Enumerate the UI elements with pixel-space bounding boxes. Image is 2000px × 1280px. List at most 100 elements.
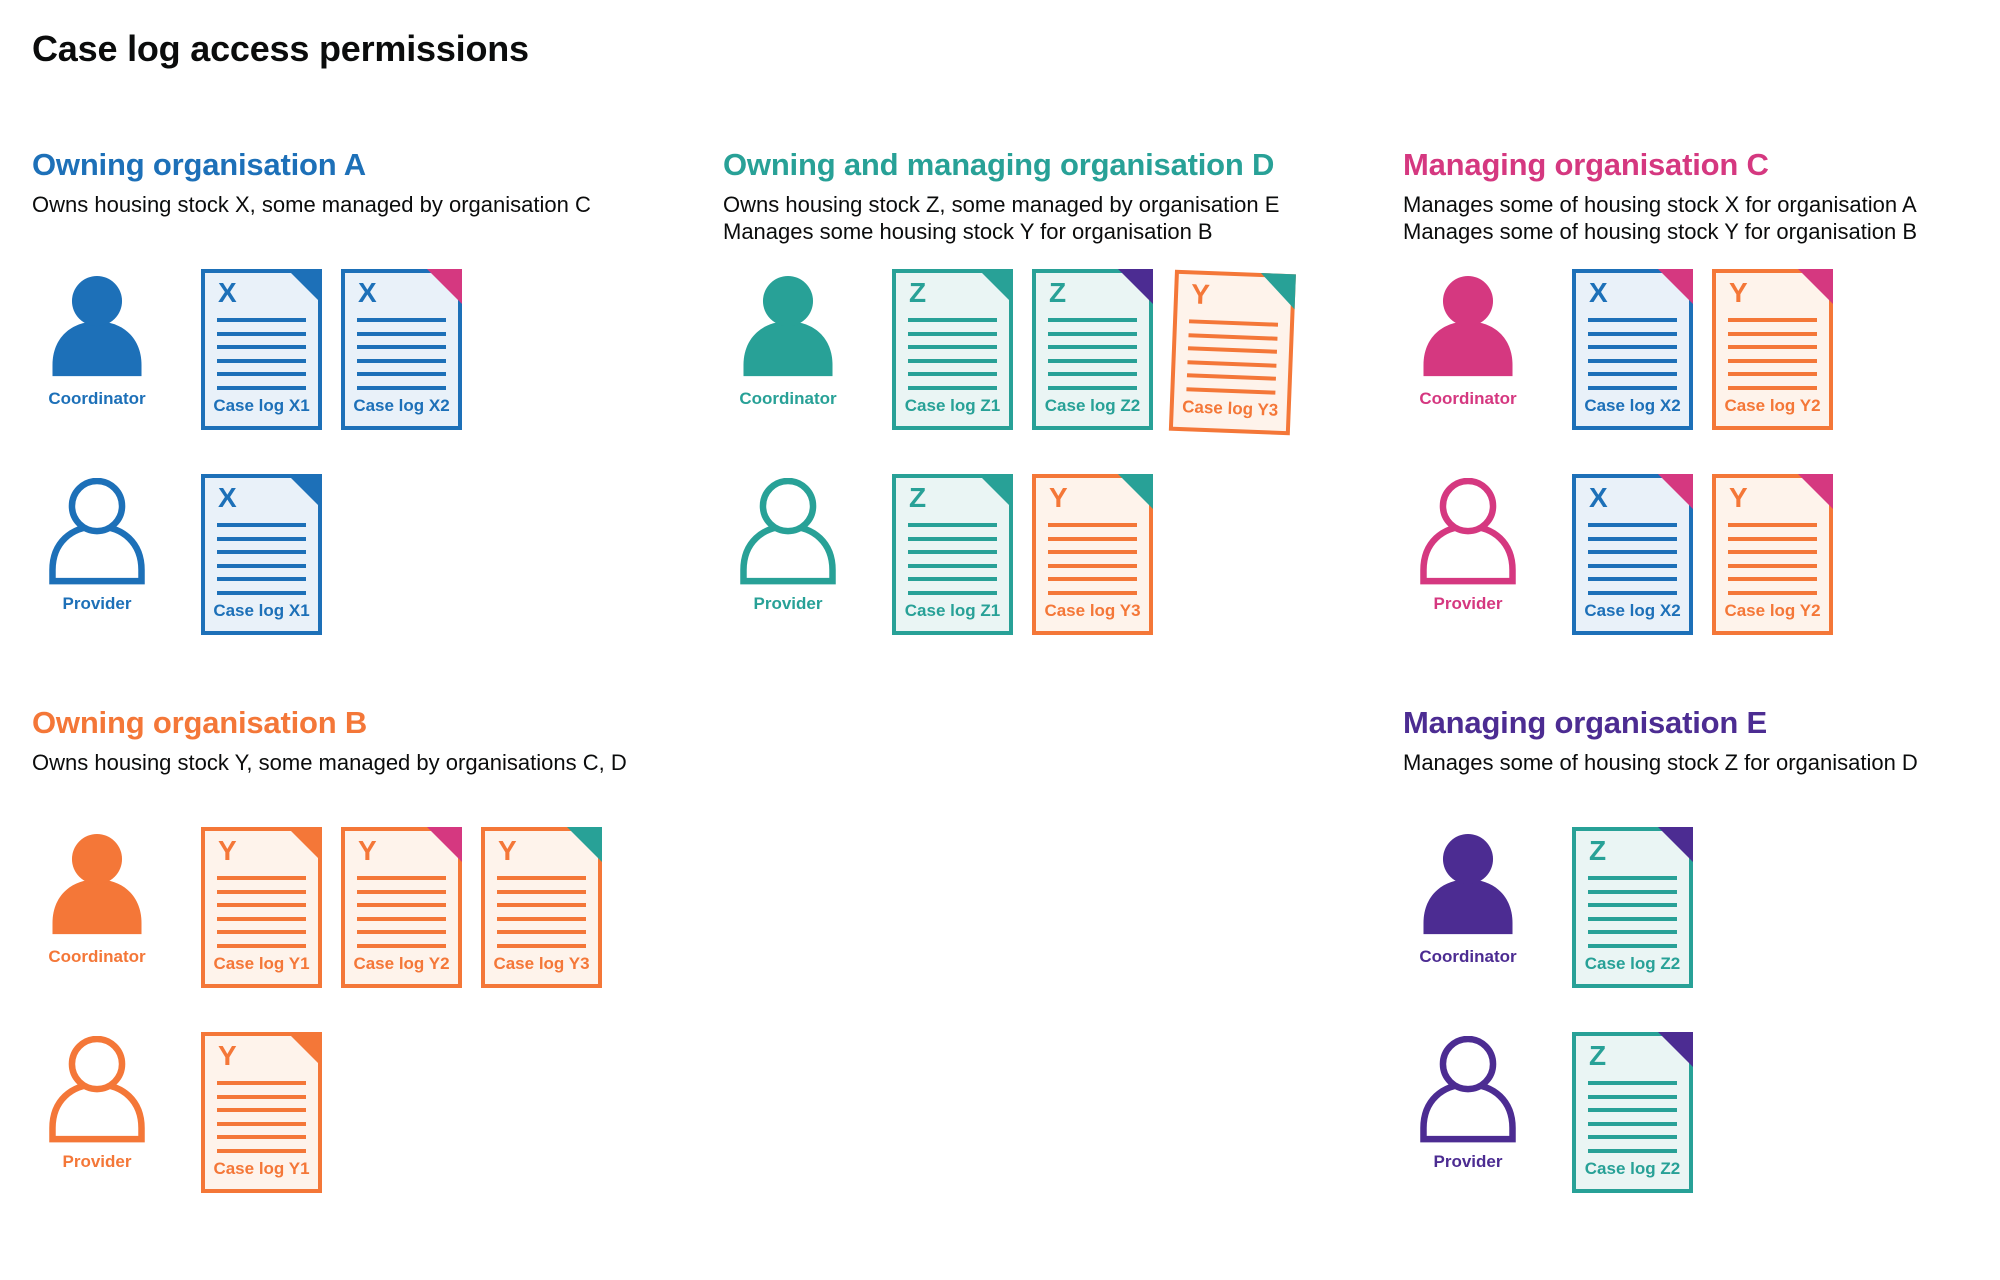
role-label: Coordinator [48, 389, 146, 408]
text-line [217, 358, 306, 363]
case-log-document: X Case log X1 [201, 269, 322, 430]
text-line [217, 536, 306, 541]
text-line [217, 563, 306, 568]
document-text-lines [1728, 318, 1817, 399]
section-description-line: Owns housing stock Z, some managed by or… [723, 192, 1280, 217]
case-log-label: Case log Z1 [904, 396, 1001, 415]
document-text-lines [908, 523, 997, 604]
case-log-document: Y Case log Y3 [481, 827, 602, 988]
coordinator-figure: Coordinator [41, 827, 153, 967]
section-description-line: Owns housing stock Y, some managed by or… [32, 750, 627, 775]
text-line [217, 889, 306, 894]
document-text-lines [217, 318, 306, 399]
case-log-document: X Case log X2 [341, 269, 462, 430]
stock-letter: Z [909, 482, 927, 513]
stock-letter: Y [1049, 482, 1068, 513]
provider-figure: Provider [1412, 474, 1524, 614]
coordinator-figure: Coordinator [41, 269, 153, 409]
coordinator-figure: Coordinator [732, 269, 844, 409]
text-line [497, 876, 586, 880]
text-line [1588, 1094, 1677, 1099]
text-line [1588, 943, 1677, 948]
text-line [1588, 345, 1677, 349]
text-line [217, 903, 306, 907]
text-line [1588, 930, 1677, 934]
stock-letter: Y [1729, 277, 1748, 308]
folded-corner-icon [978, 269, 1013, 304]
role-label: Coordinator [1419, 389, 1517, 408]
text-line [1588, 536, 1677, 541]
text-line [1588, 916, 1677, 921]
coordinator-icon [743, 276, 833, 377]
text-line [1048, 550, 1137, 554]
text-line [1588, 318, 1677, 322]
section-managing-organisation-e: Managing organisation E Manages some of h… [1403, 704, 2000, 1237]
text-line [217, 345, 306, 349]
section-description-line: Manages some of housing stock Z for orga… [1403, 750, 1918, 775]
folded-corner-icon [1658, 269, 1693, 304]
text-line [1588, 1135, 1677, 1139]
text-line [357, 345, 446, 349]
text-line [497, 916, 586, 921]
text-line [1048, 523, 1137, 527]
text-line [217, 1094, 306, 1099]
document-text-lines [1186, 319, 1279, 403]
text-line [1728, 358, 1817, 363]
case-log-document: X Case log X1 [201, 474, 322, 635]
document-text-lines [357, 318, 446, 399]
case-log-document: X Case log X2 [1572, 269, 1693, 430]
coordinator-row: Coordinator X Case log X2 Y Case log Y2 [1403, 269, 2000, 430]
stock-letter: Y [498, 835, 517, 866]
stock-letter: X [218, 277, 237, 308]
case-log-label: Case log Z2 [1584, 954, 1681, 973]
section-description-line: Owns housing stock X, some managed by or… [32, 192, 591, 217]
stock-letter: X [1589, 482, 1608, 513]
stock-letter: Z [1049, 277, 1067, 308]
stock-letter: Y [358, 835, 377, 866]
folded-corner-icon [1798, 269, 1833, 304]
role-label: Coordinator [1419, 947, 1517, 966]
text-line [1187, 346, 1278, 354]
document-text-lines [497, 876, 586, 957]
case-log-document: X Case log X2 [1572, 474, 1693, 635]
stock-letter: X [1589, 277, 1608, 308]
case-log-label: Case log Y2 [1724, 396, 1821, 415]
text-line [497, 903, 586, 907]
text-line [357, 318, 446, 322]
text-line [1048, 590, 1137, 595]
case-log-document: Y Case log Y3 [1168, 269, 1296, 436]
text-line [1728, 385, 1817, 390]
case-log-document: Z Case log Z1 [892, 474, 1013, 635]
case-log-label: Case log Y3 [1044, 601, 1141, 620]
text-line [1588, 1121, 1677, 1126]
folded-corner-icon [978, 474, 1013, 509]
text-line [1048, 577, 1137, 581]
document-text-lines [1048, 523, 1137, 604]
stock-letter: Y [218, 1040, 237, 1071]
document-text-lines [1048, 318, 1137, 399]
text-line [1048, 385, 1137, 390]
section-heading: Managing organisation E [1403, 705, 1767, 740]
text-line [1728, 536, 1817, 541]
document-text-lines [217, 1081, 306, 1162]
case-log-label: Case log Y2 [353, 954, 450, 973]
text-line [908, 523, 997, 527]
provider-icon [740, 478, 836, 585]
stock-letter: Z [1589, 1040, 1607, 1071]
text-line [1728, 563, 1817, 568]
role-label: Provider [62, 1152, 132, 1171]
folded-corner-icon [1259, 273, 1296, 310]
stock-letter: X [218, 482, 237, 513]
case-log-document: Y Case log Y2 [341, 827, 462, 988]
text-line [357, 331, 446, 336]
text-line [1588, 889, 1677, 894]
stock-letter: Y [1729, 482, 1748, 513]
text-line [217, 331, 306, 336]
text-line [1588, 385, 1677, 390]
coordinator-row: Coordinator Z Case log Z1 Z Case log Z2 Y Case… [723, 269, 1383, 436]
provider-figure: Provider [1412, 1032, 1524, 1172]
case-log-document: Y Case log Y2 [1712, 269, 1833, 430]
text-line [908, 345, 997, 349]
provider-icon [49, 1036, 145, 1143]
stock-letter: Y [1190, 278, 1211, 311]
